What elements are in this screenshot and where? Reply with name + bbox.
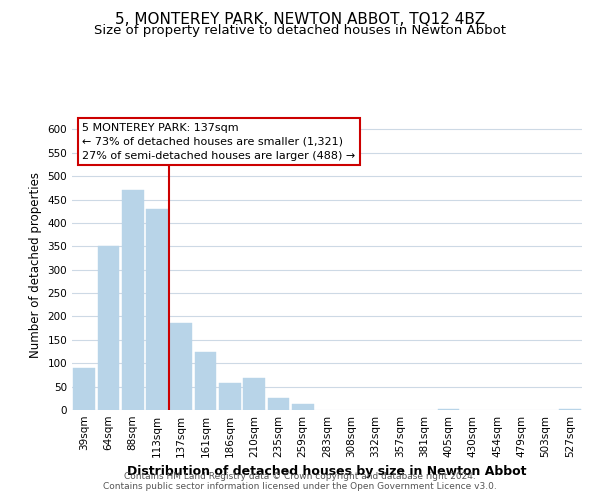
Bar (170, 324, 192, 410)
Text: Size of property relative to detached houses in Newton Abbot: Size of property relative to detached ho… (94, 24, 506, 37)
Bar (219, 384, 241, 410)
Bar (146, 209, 168, 410)
Text: Contains public sector information licensed under the Open Government Licence v3: Contains public sector information licen… (103, 482, 497, 491)
Bar (122, 190, 143, 410)
Bar (194, 352, 217, 410)
Bar (268, 398, 289, 410)
Bar (97, 246, 119, 410)
Bar (437, 408, 460, 410)
Text: Contains HM Land Registry data © Crown copyright and database right 2024.: Contains HM Land Registry data © Crown c… (124, 472, 476, 481)
Text: 5, MONTEREY PARK, NEWTON ABBOT, TQ12 4BZ: 5, MONTEREY PARK, NEWTON ABBOT, TQ12 4BZ (115, 12, 485, 28)
Bar (559, 408, 581, 410)
Bar (73, 368, 95, 410)
Bar (292, 404, 314, 410)
X-axis label: Distribution of detached houses by size in Newton Abbot: Distribution of detached houses by size … (127, 466, 527, 478)
Y-axis label: Number of detached properties: Number of detached properties (29, 172, 42, 358)
Text: 5 MONTEREY PARK: 137sqm
← 73% of detached houses are smaller (1,321)
27% of semi: 5 MONTEREY PARK: 137sqm ← 73% of detache… (82, 123, 355, 161)
Bar (243, 378, 265, 410)
